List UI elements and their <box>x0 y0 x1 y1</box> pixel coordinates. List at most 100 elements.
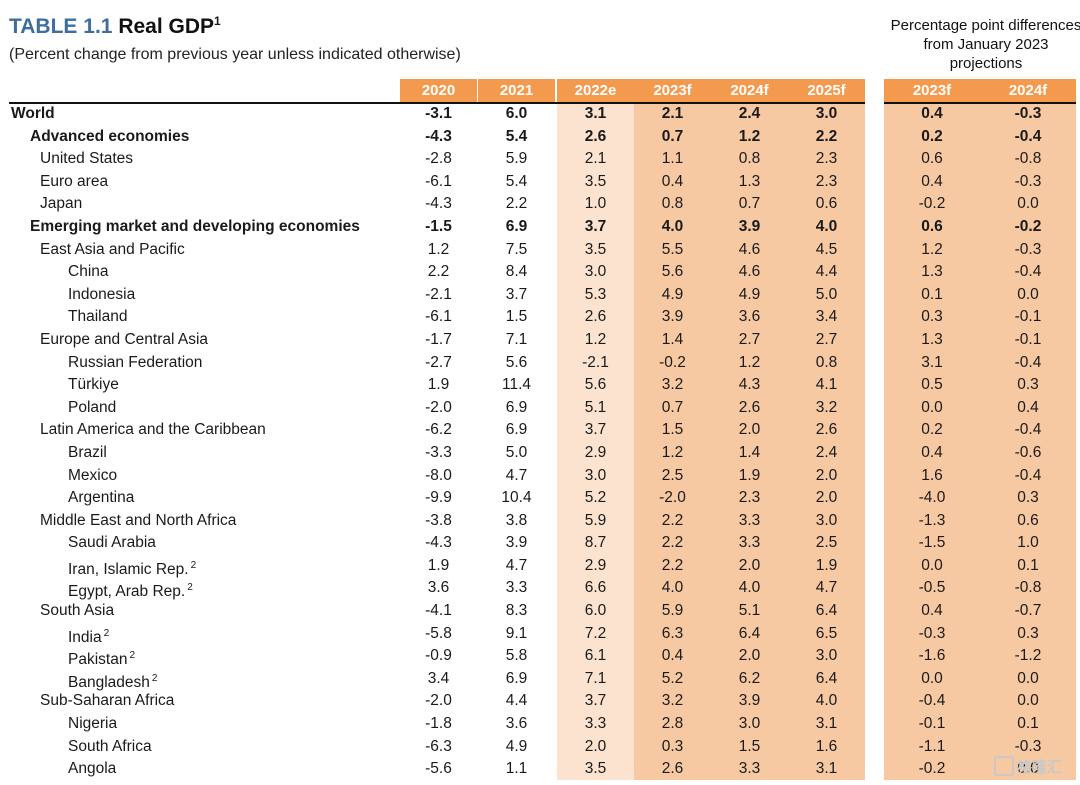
row-label: Thailand <box>68 306 127 329</box>
value-cell: 1.6 <box>815 737 838 755</box>
table-row: Saudi Arabia -4.3 3.9 8.7 2.2 3.3 2.5 -1.5 1.0 <box>0 532 1080 555</box>
diff-cell: 0.3 <box>1017 624 1039 642</box>
row-label: India 2 <box>68 623 109 650</box>
value-cell: 4.1 <box>815 376 838 394</box>
value-cell: 2.6 <box>661 760 684 778</box>
diff-cell: -0.1 <box>1014 330 1042 348</box>
value-cell: 2.0 <box>815 489 838 507</box>
diff-cell: -0.4 <box>1014 263 1042 281</box>
value-cell: 5.1 <box>584 398 607 416</box>
table-row: Mexico -8.0 4.7 3.0 2.5 1.9 2.0 1.6 -0.4 <box>0 465 1080 488</box>
value-cell: 4.4 <box>815 263 838 281</box>
row-footnote: 2 <box>190 559 197 571</box>
value-cell: 6.6 <box>584 579 607 597</box>
diff-cell: -0.3 <box>1014 105 1042 122</box>
diff-cell: 1.3 <box>921 263 943 281</box>
diff-cell: -0.4 <box>1014 466 1042 484</box>
value-cell: 3.9 <box>738 692 761 710</box>
row-label: Europe and Central Asia <box>40 329 208 352</box>
value-cell: -2.0 <box>425 692 452 710</box>
row-label-text: Russian Federation <box>68 353 203 371</box>
header-rule <box>9 102 865 104</box>
diff-cell: -1.5 <box>918 534 946 552</box>
diff-cell: -0.4 <box>918 692 946 710</box>
diff-cell: 0.1 <box>1017 715 1039 733</box>
value-cell: 10.4 <box>501 489 532 507</box>
value-cell: 8.4 <box>505 263 528 281</box>
row-label: Japan <box>40 193 82 216</box>
value-cell: 4.9 <box>661 285 684 303</box>
table-row: Türkiye 1.9 11.4 5.6 3.2 4.3 4.1 0.5 0.3 <box>0 374 1080 397</box>
value-cell: -3.3 <box>425 443 452 461</box>
table-row: China 2.2 8.4 3.0 5.6 4.6 4.4 1.3 -0.4 <box>0 261 1080 284</box>
row-label-text: Latin America and the Caribbean <box>40 421 266 439</box>
watermark-logo-icon <box>994 756 1014 776</box>
diff-column-header: 2024f <box>980 79 1076 102</box>
column-header: 2024f <box>711 79 788 102</box>
value-cell: 2.6 <box>738 398 761 416</box>
table-row: Poland -2.0 6.9 5.1 0.7 2.6 3.2 0.0 0.4 <box>0 397 1080 420</box>
value-cell: 4.3 <box>738 376 761 394</box>
difference-column-band <box>884 103 1076 780</box>
diff-cell: -0.3 <box>1014 737 1042 755</box>
diff-cell: -0.5 <box>918 579 946 597</box>
value-cell: -8.0 <box>425 466 452 484</box>
value-cell: 7.2 <box>584 624 607 642</box>
row-footnote: 2 <box>129 650 136 662</box>
value-cell: 4.0 <box>661 579 684 597</box>
row-label-text: Türkiye <box>68 376 119 394</box>
value-cell: 2.2 <box>505 195 528 213</box>
row-label-text: Europe and Central Asia <box>40 330 209 348</box>
value-cell: 9.1 <box>505 624 528 642</box>
table-row: Angola -5.6 1.1 3.5 2.6 3.3 3.1 -0.2 0.0 <box>0 758 1080 781</box>
row-label: Iran, Islamic Rep. 2 <box>68 555 196 582</box>
table-row: Middle East and North Africa -3.8 3.8 5.9 2.… <box>0 510 1080 533</box>
value-cell: -1.8 <box>425 715 452 733</box>
value-cell: -1.5 <box>425 217 452 235</box>
value-cell: 3.4 <box>815 308 838 326</box>
value-cell: 3.7 <box>505 285 528 303</box>
value-cell: 7.1 <box>584 669 607 687</box>
value-cell: 2.3 <box>738 489 761 507</box>
diff-cell: 0.4 <box>921 172 943 190</box>
row-label: Egypt, Arab Rep. 2 <box>68 577 193 604</box>
table-row: Europe and Central Asia -1.7 7.1 1.2 1.4 2.7 2… <box>0 329 1080 352</box>
value-cell: 2.4 <box>815 443 838 461</box>
table-row: Pakistan 2 -0.9 5.8 6.1 0.4 2.0 3.0 -1.6 -1.2 <box>0 645 1080 668</box>
value-cell: 2.6 <box>815 421 838 439</box>
value-cell: -6.3 <box>425 737 452 755</box>
value-cell: -5.8 <box>425 624 452 642</box>
row-label-text: Middle East and North Africa <box>40 511 237 529</box>
value-cell: 1.2 <box>427 240 450 258</box>
row-label: Advanced economies <box>30 126 189 149</box>
value-cell: 2.4 <box>738 105 761 122</box>
diff-cell: -0.4 <box>1014 421 1042 439</box>
table-name: Real GDP <box>118 15 215 38</box>
value-cell: 3.6 <box>505 715 528 733</box>
table-row: World -3.1 6.0 3.1 2.1 2.4 3.0 0.4 -0.3 <box>0 103 1080 126</box>
diff-cell: 1.3 <box>921 330 943 348</box>
value-cell: 4.6 <box>738 240 761 258</box>
value-cell: 2.3 <box>815 150 838 168</box>
value-cell: 1.2 <box>738 127 761 145</box>
value-cell: 1.3 <box>738 172 761 190</box>
value-cell: 0.4 <box>661 647 684 665</box>
row-label: Brazil <box>68 442 107 465</box>
value-cell: -9.9 <box>425 489 452 507</box>
diff-cell: 0.1 <box>921 285 943 303</box>
diff-cell: 0.3 <box>921 308 943 326</box>
diff-cell: 0.6 <box>921 217 943 235</box>
value-cell: -6.2 <box>425 421 452 439</box>
value-cell: 6.1 <box>584 647 607 665</box>
value-cell: 4.7 <box>815 579 838 597</box>
value-cell: 1.2 <box>584 330 607 348</box>
column-header: 2022e <box>557 79 634 102</box>
value-cell: -1.7 <box>425 330 452 348</box>
value-cell: 3.0 <box>584 263 607 281</box>
diff-cell: 0.0 <box>921 398 943 416</box>
diff-cell: -0.8 <box>1014 579 1042 597</box>
value-cell: 3.3 <box>738 760 761 778</box>
row-label-text: Thailand <box>68 308 128 326</box>
value-cell: 0.8 <box>738 150 761 168</box>
value-cell: 3.8 <box>505 511 528 529</box>
